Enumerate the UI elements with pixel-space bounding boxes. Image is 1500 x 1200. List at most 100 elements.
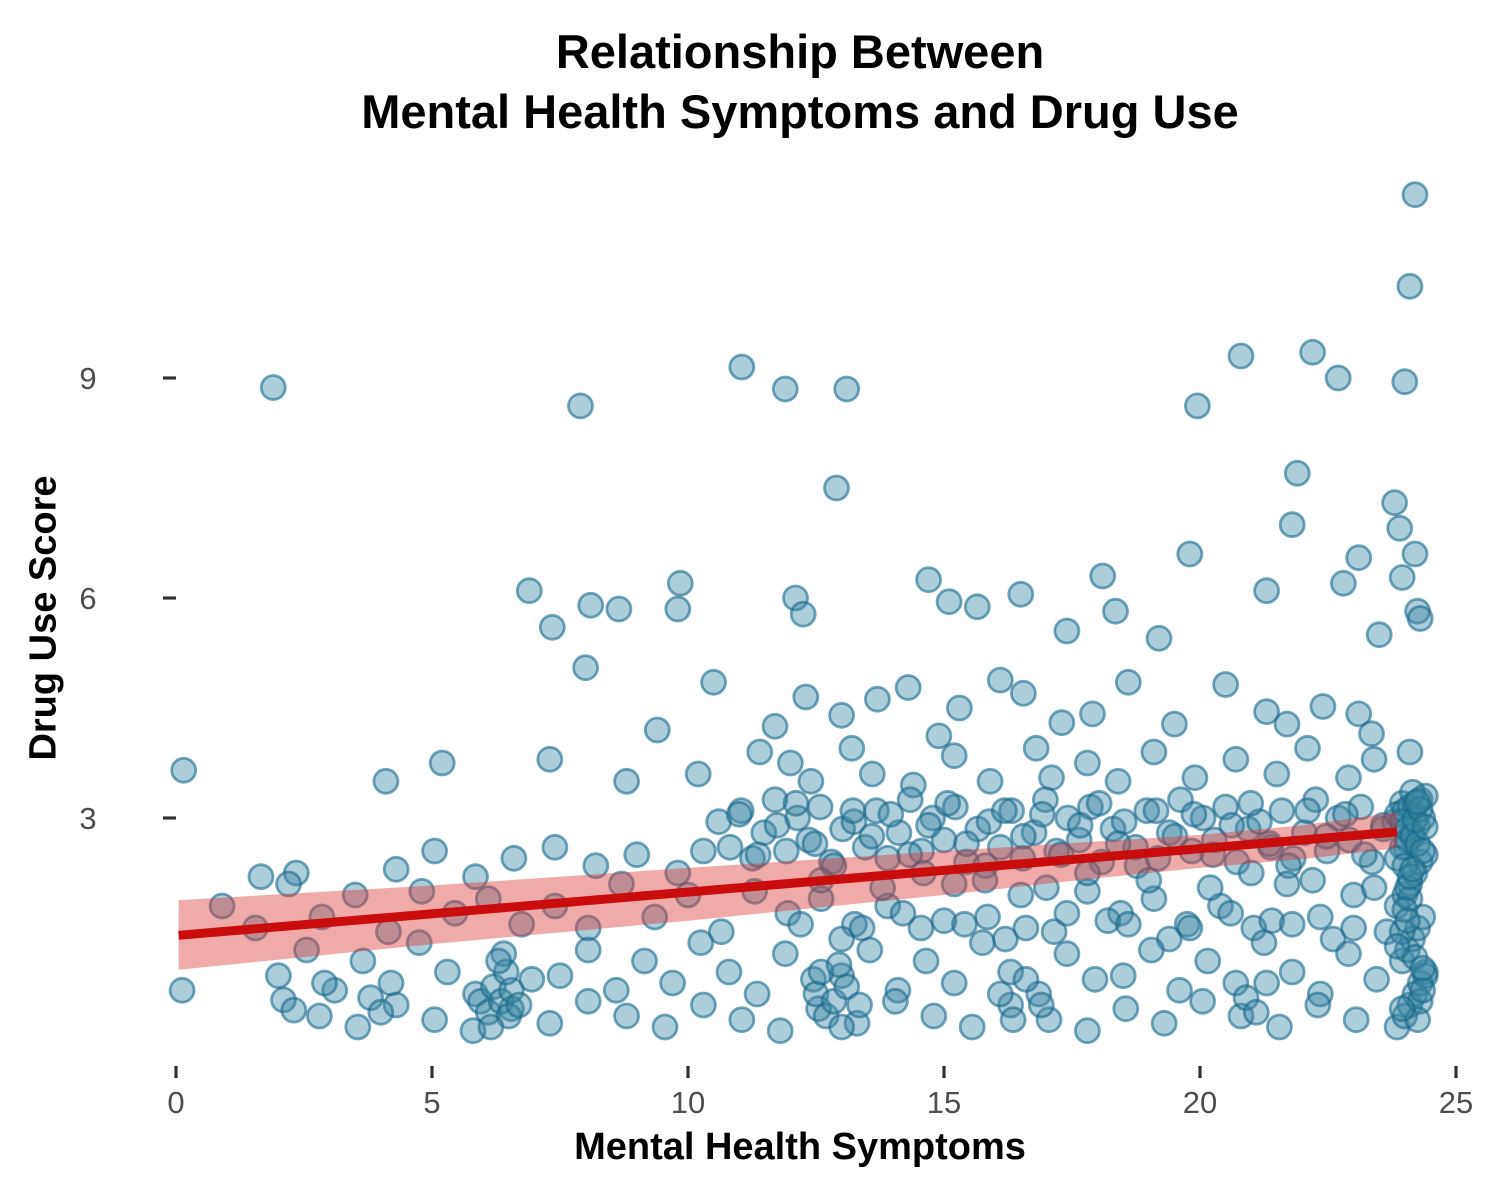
data-point (357, 984, 385, 1012)
data-point (1342, 1006, 1370, 1034)
data-point (1222, 745, 1250, 773)
data-point (1242, 998, 1270, 1026)
data-point (746, 738, 774, 766)
data-point (572, 654, 599, 682)
data-point (1396, 738, 1424, 766)
data-point (170, 756, 198, 784)
data-point (896, 786, 924, 814)
data-point (1079, 700, 1106, 728)
data-point (958, 1013, 986, 1041)
data-point (743, 980, 771, 1008)
data-point (1363, 965, 1390, 993)
x-tick-label: 5 (423, 1085, 440, 1120)
data-point (715, 958, 743, 986)
data-point (1218, 811, 1246, 839)
y-axis: 3 6 9 (79, 361, 176, 836)
data-point (641, 903, 669, 931)
data-point (763, 811, 791, 839)
data-point (1217, 899, 1245, 927)
data-point (771, 940, 799, 968)
data-point (789, 600, 817, 628)
data-point (1406, 605, 1434, 632)
data-point (247, 863, 275, 891)
data-point (1102, 597, 1129, 625)
x-tick-label: 25 (1439, 1085, 1473, 1120)
data-point (1189, 987, 1216, 1015)
data-point (1142, 797, 1170, 825)
data-point (208, 892, 236, 920)
data-point (1114, 668, 1142, 696)
data-point (1237, 789, 1265, 817)
data-point (541, 833, 569, 861)
data-point (1268, 797, 1296, 825)
data-point (1266, 1013, 1293, 1041)
data-point (915, 811, 942, 839)
data-point (293, 936, 321, 964)
data-point (311, 969, 338, 997)
data-point (1104, 767, 1132, 795)
data-point (382, 855, 410, 883)
data-point (1388, 995, 1416, 1023)
data-point (1253, 577, 1280, 605)
data-point (1181, 764, 1209, 792)
data-point (848, 914, 876, 942)
x-tick-label: 0 (167, 1085, 184, 1120)
data-point (991, 797, 1018, 825)
data-point (846, 991, 873, 1019)
data-point (1048, 709, 1076, 737)
data-point (1360, 745, 1388, 773)
data-point (280, 996, 308, 1024)
data-point (1330, 569, 1357, 597)
data-point (515, 577, 543, 605)
x-tick-label: 10 (671, 1085, 705, 1120)
data-point (896, 841, 924, 869)
data-point (372, 767, 400, 795)
data-point (536, 1009, 564, 1037)
data-point (1040, 918, 1068, 946)
data-point (744, 841, 772, 869)
y-tick-label: 6 (79, 581, 96, 616)
data-point (782, 789, 810, 817)
y-tick-label: 9 (79, 361, 96, 396)
data-point (877, 800, 905, 828)
data-point (1335, 940, 1362, 968)
data-point (1391, 368, 1419, 396)
data-point (477, 1013, 505, 1041)
data-point (1227, 342, 1255, 370)
chart-title-line2: Mental Health Symptoms and Drug Use (361, 85, 1239, 138)
data-point (505, 991, 533, 1019)
data-point (1033, 874, 1060, 902)
data-point (1066, 811, 1094, 839)
data-point (605, 595, 633, 623)
data-point (792, 683, 820, 711)
data-point (1074, 877, 1101, 905)
data-point (1358, 720, 1385, 748)
data-point (623, 841, 651, 869)
data-point (1053, 899, 1081, 927)
data-point (828, 701, 855, 729)
data-point (1306, 903, 1334, 931)
data-point (1360, 874, 1388, 902)
data-point (787, 910, 814, 938)
data-point (797, 767, 825, 795)
data-point (934, 789, 961, 817)
data-point (659, 969, 686, 997)
data-point (1294, 734, 1321, 762)
data-point (1112, 995, 1140, 1023)
data-point (428, 749, 456, 777)
data-point (807, 885, 835, 913)
data-point (999, 1006, 1027, 1034)
data-point (1012, 914, 1040, 942)
data-point (664, 595, 692, 623)
data-point (828, 925, 855, 953)
data-point (305, 1002, 333, 1030)
data-point (858, 760, 886, 788)
data-point (1135, 866, 1163, 894)
data-point (1388, 564, 1416, 591)
data-point (1401, 540, 1429, 568)
data-point (1309, 693, 1337, 720)
data-point (838, 734, 866, 762)
data-point (462, 863, 489, 891)
data-point (716, 833, 744, 861)
data-point (518, 965, 546, 993)
